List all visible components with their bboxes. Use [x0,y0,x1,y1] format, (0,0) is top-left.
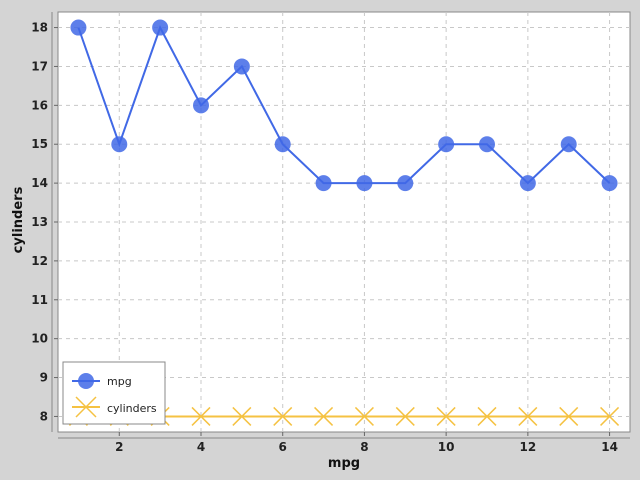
x-tick-label: 8 [360,440,368,454]
y-axis-title: cylinders [11,186,26,253]
data-point-mpg [193,97,209,114]
data-point-mpg [111,136,128,153]
x-tick-label: 10 [438,440,455,454]
legend-mpg-marker [78,373,94,389]
x-tick-label: 2 [115,440,123,454]
y-tick-label: 12 [31,254,48,268]
data-point-mpg [479,136,495,153]
legend-cylinders-label: cylinders [107,402,157,415]
x-tick-label: 6 [279,440,287,454]
y-tick-label: 9 [40,371,48,385]
data-point-mpg [560,136,577,153]
data-point-cylinders [273,406,293,426]
legend: mpg cylinders [62,361,166,425]
data-point-cylinders [191,406,211,426]
y-tick-label: 18 [31,21,48,35]
legend-cylinders-marker [75,396,97,418]
data-point-mpg [274,136,291,153]
data-point-cylinders [436,406,456,426]
y-tick-label: 17 [31,59,48,73]
legend-mpg-label: mpg [107,375,132,388]
x-tick-label: 4 [197,440,205,454]
data-point-mpg [70,19,87,36]
data-point-cylinders [559,406,579,426]
series-layer [68,19,620,426]
data-point-cylinders [477,406,497,426]
grid-lines [58,12,630,432]
y-tick-label: 8 [40,409,48,423]
y-tick-label: 14 [31,176,48,190]
data-point-mpg [356,175,373,192]
series-line-mpg [77,25,611,185]
data-point-mpg [315,175,332,192]
y-tick-label: 13 [31,215,48,229]
data-point-cylinders [518,406,538,426]
y-tick-label: 11 [31,293,48,307]
data-point-cylinders [232,406,252,426]
data-point-mpg [397,175,414,192]
x-axis-title: mpg [328,456,360,471]
x-tick-label: 14 [601,440,618,454]
y-tick-label: 16 [31,98,48,112]
data-point-mpg [233,58,250,75]
data-point-cylinders [395,406,415,426]
x-tick-label: 12 [520,440,537,454]
y-tick-label: 15 [31,137,48,151]
data-point-cylinders [600,406,620,426]
data-point-mpg [438,136,455,153]
data-point-mpg [519,175,536,192]
y-tick-label: 10 [31,332,48,346]
data-point-mpg [601,175,618,192]
axes: 2 4 6 8 10 12 14 8 9 10 11 12 13 14 15 16 17 18 [31,12,630,454]
data-point-mpg [152,19,169,36]
data-point-cylinders [314,406,334,426]
data-point-cylinders [354,406,374,426]
